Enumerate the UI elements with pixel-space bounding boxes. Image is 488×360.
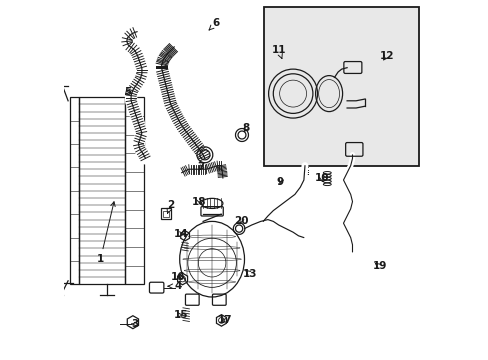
Text: 14: 14 <box>174 229 188 239</box>
Bar <box>80 97 125 284</box>
Text: 5: 5 <box>123 87 131 97</box>
Text: 8: 8 <box>242 123 249 133</box>
Text: 1: 1 <box>97 202 115 264</box>
Text: 18: 18 <box>192 197 206 207</box>
FancyBboxPatch shape <box>264 7 418 166</box>
Text: 16: 16 <box>170 272 185 282</box>
Text: 10: 10 <box>314 173 328 183</box>
Text: 17: 17 <box>217 315 231 325</box>
Bar <box>125 97 143 284</box>
Text: 6: 6 <box>209 18 219 30</box>
Text: 9: 9 <box>276 177 284 187</box>
Bar <box>70 97 80 284</box>
Text: 2: 2 <box>167 200 174 213</box>
Text: 4: 4 <box>168 281 181 291</box>
Text: 3: 3 <box>131 319 138 329</box>
Text: 13: 13 <box>242 269 257 279</box>
Text: 15: 15 <box>174 310 188 320</box>
Text: 7: 7 <box>197 162 204 172</box>
Text: 20: 20 <box>233 216 247 226</box>
Text: 19: 19 <box>371 261 386 271</box>
Text: 11: 11 <box>271 45 285 59</box>
Text: 12: 12 <box>379 51 393 61</box>
